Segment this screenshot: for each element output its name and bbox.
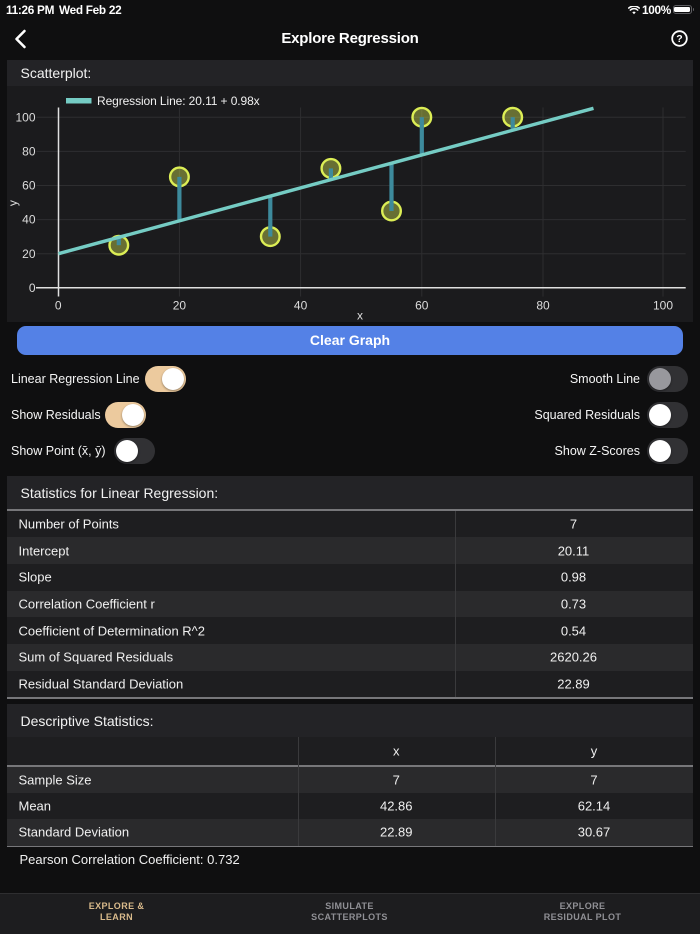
svg-text:60: 60	[22, 178, 36, 192]
svg-text:80: 80	[536, 298, 550, 312]
svg-text:?: ?	[676, 33, 682, 45]
svg-text:0: 0	[29, 280, 36, 294]
svg-text:40: 40	[294, 298, 308, 312]
svg-text:20: 20	[22, 246, 36, 260]
svg-text:40: 40	[22, 212, 36, 226]
svg-text:0: 0	[55, 298, 62, 312]
svg-text:100: 100	[15, 110, 35, 124]
svg-text:x: x	[357, 308, 363, 322]
svg-text:100: 100	[653, 298, 673, 312]
svg-text:80: 80	[22, 144, 36, 158]
svg-text:y: y	[6, 200, 20, 206]
svg-text:Regression Line: 20.11 + 0.98x: Regression Line: 20.11 + 0.98x	[97, 94, 260, 108]
svg-text:60: 60	[415, 298, 429, 312]
svg-text:20: 20	[173, 298, 187, 312]
